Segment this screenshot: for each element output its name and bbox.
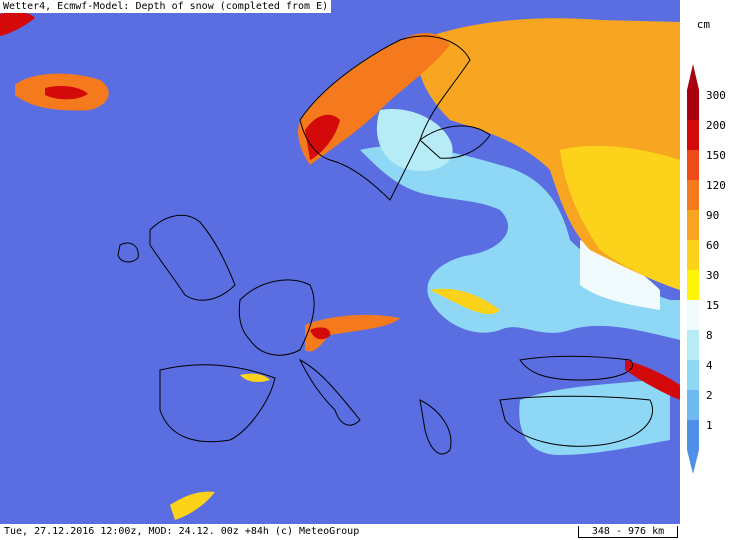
run-info: Tue, 27.12.2016 12:00z, MOD: 24.12. 00z … [4, 526, 360, 537]
legend-tick-label: 150 [706, 149, 726, 162]
legend-swatch [687, 90, 699, 120]
legend-tick-label: 15 [706, 299, 720, 312]
legend-tick-label: 60 [706, 239, 720, 252]
legend-tick-label: 120 [706, 179, 726, 192]
legend-tick-label: 30 [706, 269, 720, 282]
map-canvas [0, 11, 680, 520]
snow-area-alps [305, 314, 400, 352]
snow-area-turkey [519, 380, 670, 455]
legend-bar [683, 60, 703, 484]
snow-area-greenland [0, 11, 35, 36]
legend-color-scale [687, 64, 699, 474]
legend-swatch [687, 180, 699, 210]
snow-area-carpathians [430, 288, 500, 315]
legend-tick-label: 2 [706, 389, 713, 402]
coastlines [117, 35, 653, 455]
legend-swatch [687, 240, 699, 270]
legend-swatch [687, 420, 699, 450]
snow-area-scandinavia-light [376, 109, 453, 171]
legend-arrow-top [687, 64, 699, 90]
legend-swatch [687, 150, 699, 180]
legend-swatch [687, 210, 699, 240]
legend-swatch [687, 120, 699, 150]
legend-tick-label: 8 [706, 329, 713, 342]
color-legend: cm 300 200 150 120 90 60 30 15 8 4 2 1 [680, 0, 740, 524]
map-title: Wetter4, Ecmwf-Model: Depth of snow (com… [0, 0, 332, 13]
legend-tick-label: 1 [706, 419, 713, 432]
legend-swatch [687, 300, 699, 330]
snow-area-caucasus [625, 360, 680, 400]
snow-area-norway [298, 33, 450, 166]
legend-tick-label: 300 [706, 89, 726, 102]
legend-tick-label: 90 [706, 209, 720, 222]
snow-area-alps-deep [310, 327, 331, 340]
legend-swatch [687, 270, 699, 300]
legend-tick-label: 200 [706, 119, 726, 132]
legend-arrow-bottom [687, 450, 699, 474]
snow-area-russia-deep [560, 145, 680, 290]
scale-bar: 348 - 976 km [578, 526, 678, 538]
legend-swatch [687, 360, 699, 390]
snow-area-iceland-deep [45, 86, 88, 100]
status-footer: Tue, 27.12.2016 12:00z, MOD: 24.12. 00z … [0, 524, 740, 540]
legend-tick-label: 4 [706, 359, 713, 372]
legend-swatch [687, 390, 699, 420]
snow-area-pyrenees [240, 373, 270, 383]
legend-swatch [687, 330, 699, 360]
snow-area-ukraine-light [580, 240, 660, 310]
snow-area-atlas [170, 491, 215, 520]
snow-depth-map[interactable]: Wetter4, Ecmwf-Model: Depth of snow (com… [0, 0, 680, 524]
legend-unit: cm [696, 18, 710, 31]
